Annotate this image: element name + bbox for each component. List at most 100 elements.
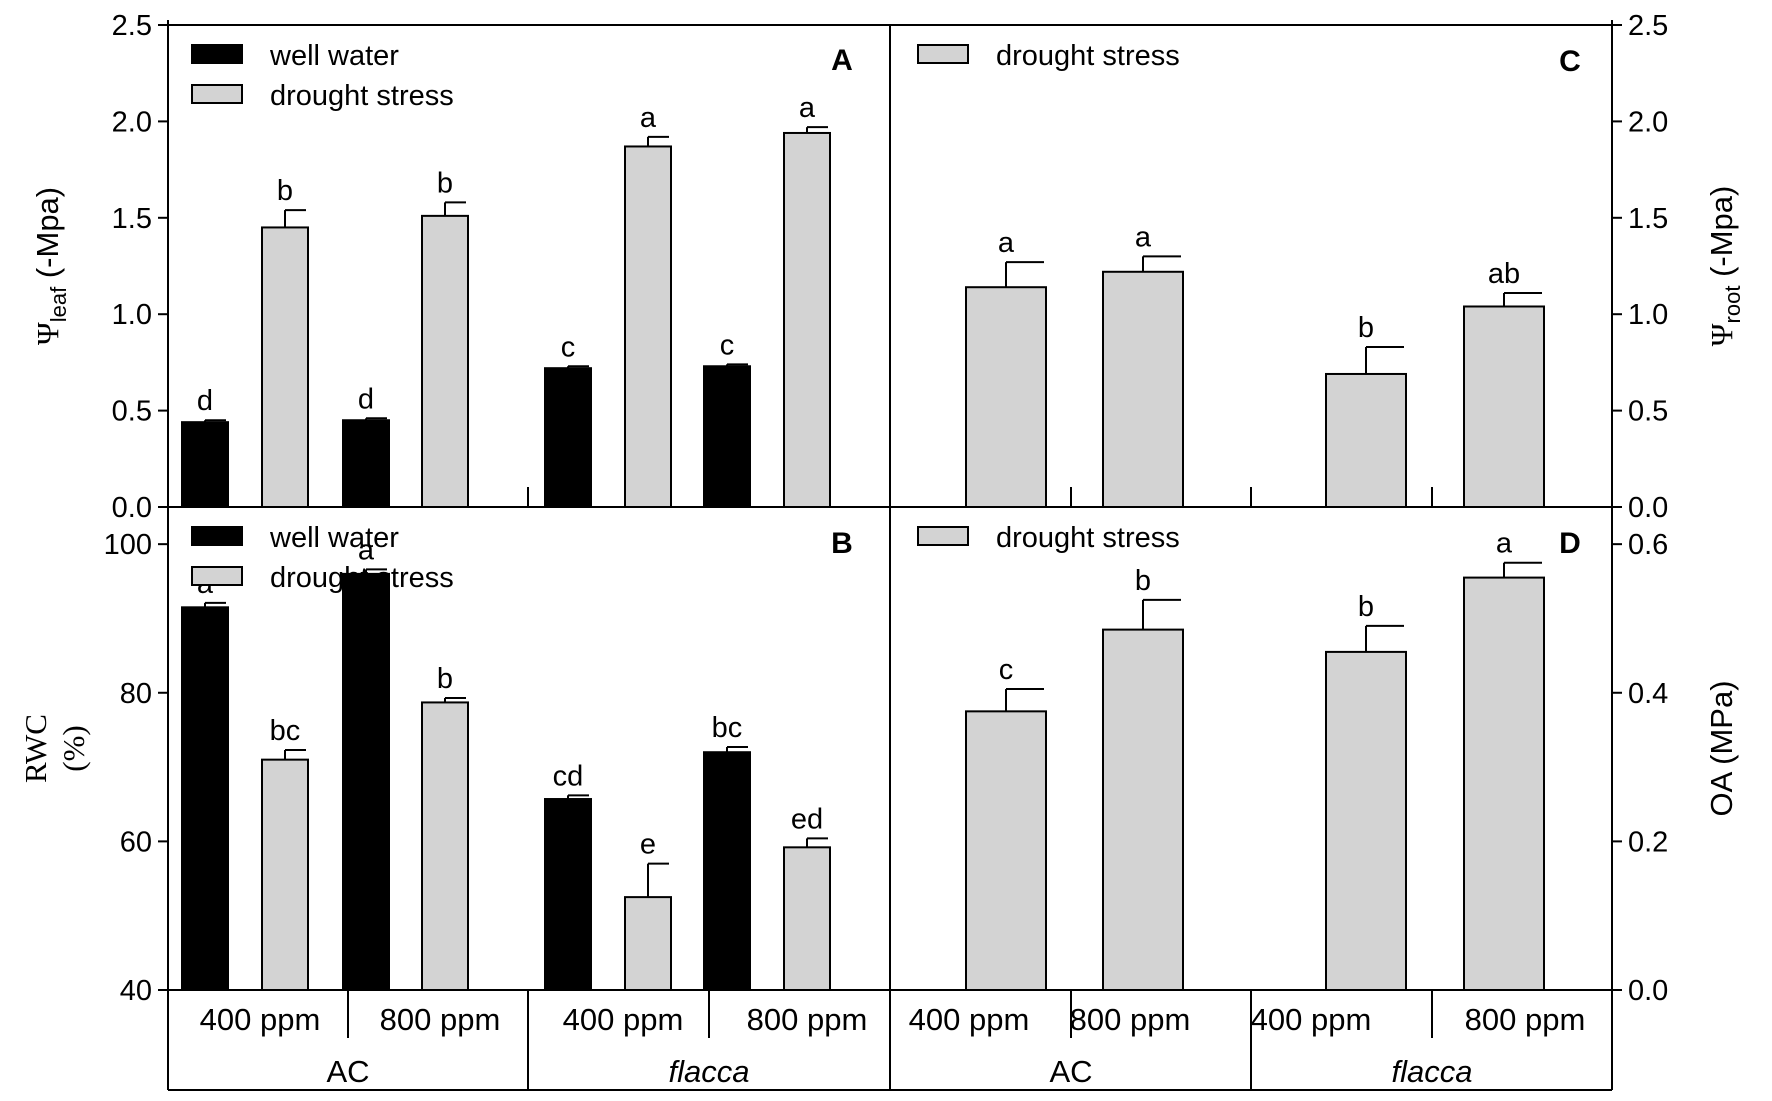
y-axis-title-symbol: Ψ (1704, 323, 1739, 346)
significance-letter: b (277, 175, 293, 207)
significance-letter: b (1358, 591, 1374, 623)
y-axis-title-line2: (%) (56, 725, 91, 771)
x-label-d-ac-400: 400 ppm (909, 1002, 1030, 1037)
y-tick-label: 40 (120, 975, 152, 1007)
bar (1325, 372, 1407, 508)
significance-letter: c (999, 654, 1014, 686)
y-axis-title-subscript: leaf (46, 286, 71, 322)
bar (1325, 650, 1407, 992)
y-tick-label: 1.0 (112, 299, 152, 331)
legend-swatch (191, 84, 243, 104)
y-axis-title: Ψroot (-Mpa) (1704, 186, 1745, 347)
bar (1102, 628, 1184, 991)
y-tick-label: 2.0 (1628, 106, 1668, 138)
significance-letter: b (437, 167, 453, 199)
group-label-d-flacca: flacca (1392, 1054, 1473, 1089)
legend-swatch (191, 526, 243, 546)
bar (1463, 576, 1545, 991)
legend-label: well water (269, 40, 399, 72)
x-label-d-ac-800: 800 ppm (1070, 1002, 1191, 1037)
bar (544, 367, 592, 508)
bar (1102, 270, 1184, 508)
y-tick-label: 60 (120, 826, 152, 858)
legend-swatch (917, 526, 969, 546)
legend-swatch (191, 566, 243, 586)
significance-letter: a (1135, 221, 1152, 253)
y-axis-title: OA (MPa) (1704, 680, 1739, 816)
significance-letter: ab (1488, 258, 1520, 290)
legend-swatch (191, 44, 243, 64)
y-tick-label: 0.4 (1628, 678, 1668, 710)
y-tick-label: 1.5 (112, 203, 152, 235)
significance-letter: b (1358, 312, 1374, 344)
legend-label: drought stress (270, 80, 454, 112)
y-tick-label: 2.0 (112, 106, 152, 138)
y-tick-label: 0.0 (1628, 975, 1668, 1007)
significance-letter: a (640, 102, 657, 134)
y-tick-label: 1.0 (1628, 299, 1668, 331)
y-axis-title-unit: (-Mpa) (1704, 186, 1739, 286)
bar (342, 572, 390, 992)
significance-letter: c (561, 331, 576, 363)
y-tick-label: 2.5 (112, 10, 152, 42)
y-tick-label: 100 (104, 529, 152, 561)
significance-letter: bc (270, 715, 301, 747)
y-tick-label: 2.5 (1628, 10, 1668, 42)
panel-letter: A (831, 44, 853, 77)
group-label-b-flacca: flacca (669, 1054, 750, 1089)
panel-letter: B (831, 527, 853, 560)
legend-label: drought stress (996, 522, 1180, 554)
y-axis-title: Ψleaf (-Mpa) (30, 187, 71, 345)
significance-letter: a (799, 92, 816, 124)
bar (703, 365, 751, 509)
bar (421, 701, 469, 992)
bar (181, 606, 229, 991)
significance-letter: cd (553, 760, 584, 792)
bar (965, 286, 1047, 509)
y-tick-label: 0.0 (112, 492, 152, 524)
significance-letter: b (437, 663, 453, 695)
y-tick-label: 0.6 (1628, 529, 1668, 561)
group-label-d-ac: AC (1049, 1054, 1092, 1089)
x-label-b-ac-800: 800 ppm (380, 1002, 501, 1037)
x-label-d-flacca-400: 400 ppm (1251, 1002, 1372, 1037)
y-axis-title-symbol: Ψ (30, 322, 65, 345)
x-label-d-flacca-800: 800 ppm (1465, 1002, 1586, 1037)
y-axis-title-unit: (-Mpa) (30, 187, 65, 287)
panel-letter: C (1559, 45, 1581, 78)
y-axis-title-line1: RWC (18, 714, 53, 783)
y-axis-title-subscript: root (1720, 286, 1745, 324)
significance-letter: bc (712, 712, 743, 744)
x-axis-labels: 400 ppm 800 ppm 400 ppm 800 ppm 400 ppm … (200, 1002, 1586, 1089)
y-tick-label: 80 (120, 678, 152, 710)
bar (965, 710, 1047, 991)
significance-letter: c (720, 329, 735, 361)
bar (342, 419, 390, 508)
bar (261, 226, 309, 508)
y-tick-label: 1.5 (1628, 203, 1668, 235)
x-label-b-flacca-400: 400 ppm (563, 1002, 684, 1037)
bar (1463, 305, 1545, 508)
panel-d: 0.0 0.2 0.4 0.6 c b b a drought stress D OA (MPa) (917, 522, 1739, 1007)
significance-letter: e (640, 829, 656, 861)
significance-letter: b (1135, 565, 1151, 597)
x-label-b-ac-400: 400 ppm (200, 1002, 321, 1037)
bar (624, 896, 672, 991)
y-axis-title: RWC(%) (18, 714, 91, 783)
panel-a: 0.0 0.5 1.0 1.5 2.0 2.5 d d c c b b a a well water drou… (30, 10, 853, 524)
bar (544, 798, 592, 991)
bar (783, 846, 831, 991)
significance-letter: a (998, 227, 1015, 259)
bar (261, 758, 309, 992)
group-label-b-ac: AC (326, 1054, 369, 1089)
bar (181, 421, 229, 508)
panel-letter: D (1559, 527, 1581, 560)
x-label-b-flacca-800: 800 ppm (747, 1002, 868, 1037)
y-tick-label: 0.0 (1628, 492, 1668, 524)
legend-label: drought stress (996, 40, 1180, 72)
y-tick-label: 0.5 (1628, 396, 1668, 428)
bar (783, 131, 831, 509)
